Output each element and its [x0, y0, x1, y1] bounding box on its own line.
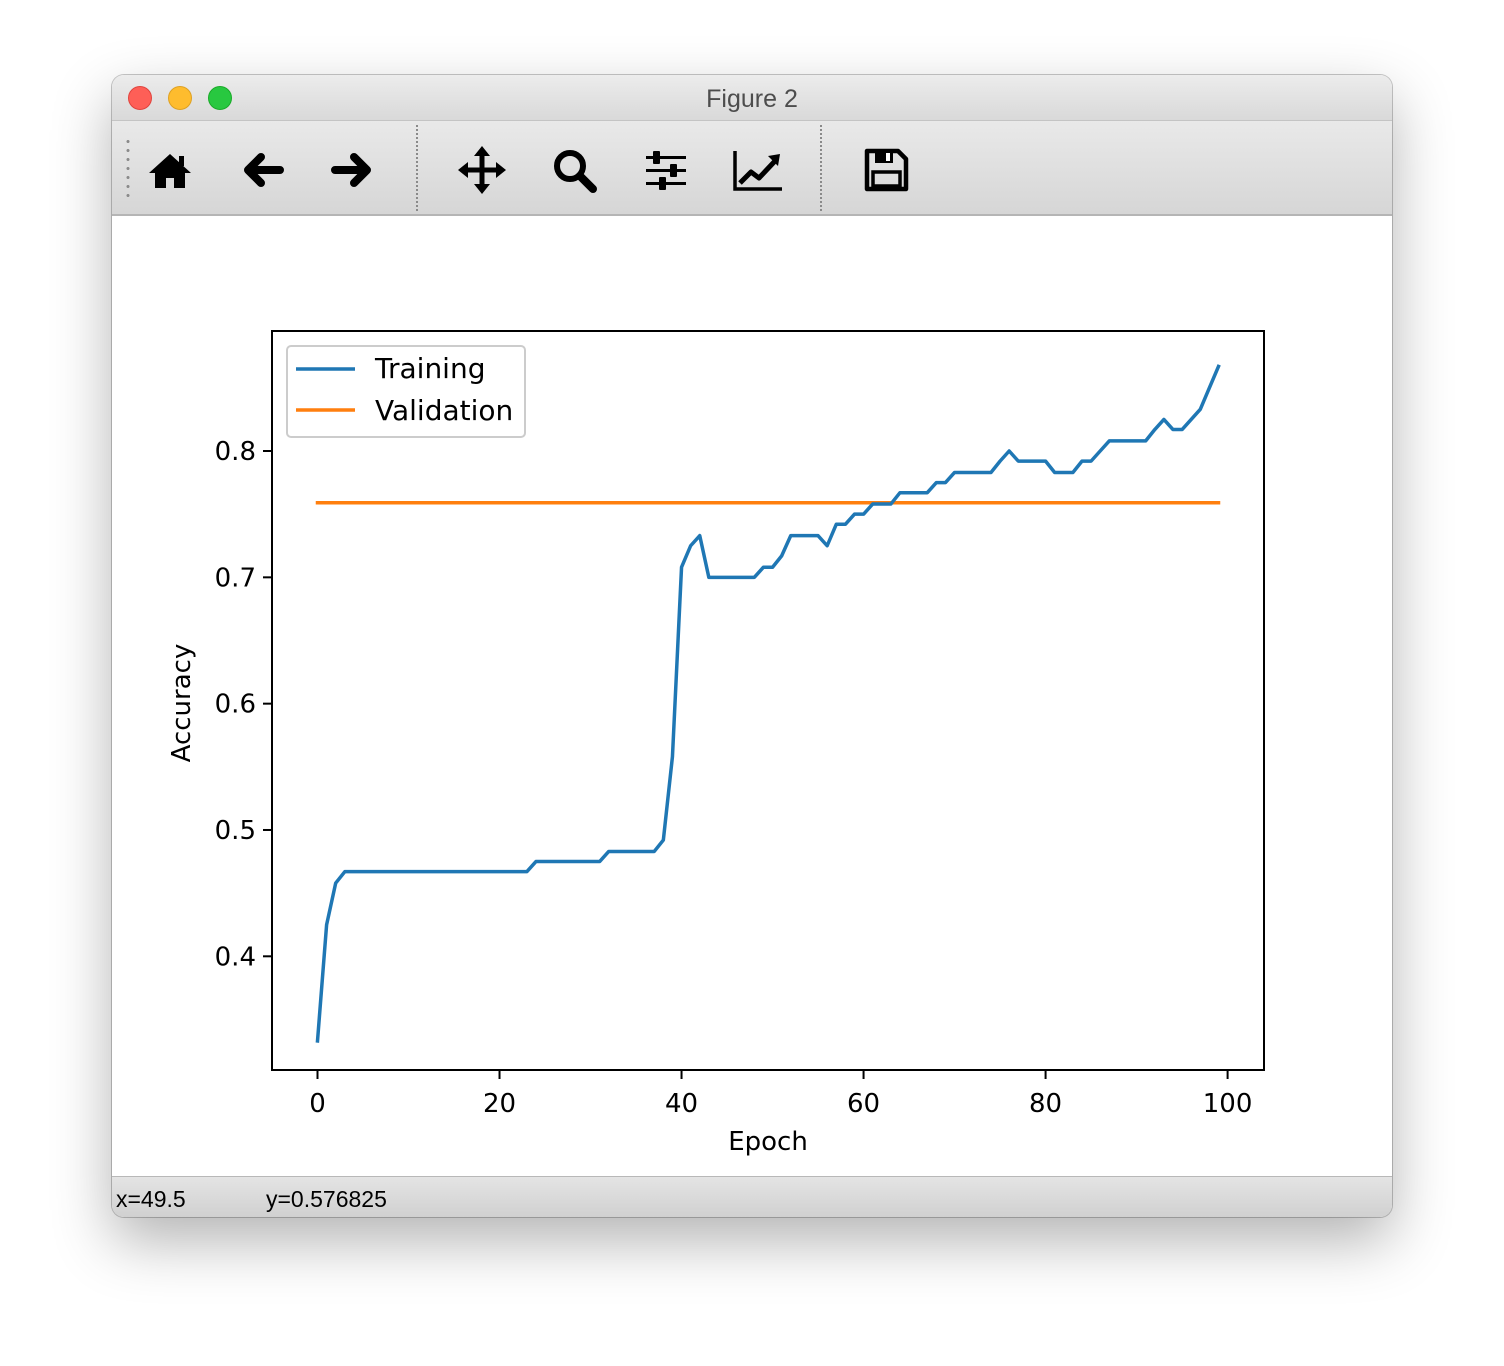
toolbar-separator: [416, 125, 418, 211]
arrow-right-icon: [331, 153, 371, 187]
axes-frame: [271, 330, 1265, 1071]
edit-axes-button[interactable]: [733, 145, 783, 195]
x-axis-label: Epoch: [728, 1127, 808, 1157]
x-tick-label: 0: [309, 1089, 326, 1119]
y-tick-label: 0.6: [215, 690, 256, 720]
home-icon: [149, 154, 191, 188]
forward-button[interactable]: [328, 145, 378, 195]
floppy-disk-icon: [864, 148, 909, 192]
sliders-icon: [646, 151, 686, 190]
x-tick-label: 20: [483, 1089, 516, 1119]
magnifier-icon: [554, 150, 597, 193]
navigation-toolbar: [112, 121, 1392, 216]
move-icon: [458, 146, 506, 194]
y-tick-label: 0.4: [215, 942, 256, 972]
training-series-line: [315, 364, 1221, 1043]
x-tick-label: 100: [1203, 1089, 1253, 1119]
toolbar-separator: [820, 125, 822, 211]
zoom-window-button[interactable]: [208, 86, 232, 110]
home-button[interactable]: [145, 145, 195, 195]
cursor-y-readout: y=0.576825: [266, 1186, 387, 1212]
figure-canvas[interactable]: 0.4 0.5 0.6 0.7 0.8 0 20 40 60 80 100 Epoch Accur…: [112, 216, 1392, 1176]
arrow-left-icon: [244, 153, 284, 187]
save-button[interactable]: [861, 145, 911, 195]
x-tick-label: 80: [1029, 1089, 1062, 1119]
toolbar-grip[interactable]: [126, 137, 130, 201]
window-title: Figure 2: [706, 85, 798, 113]
chart-line-icon: [733, 151, 782, 191]
zoom-button[interactable]: [549, 145, 599, 195]
x-tick-label: 60: [847, 1089, 880, 1119]
legend[interactable]: Training Validation: [286, 345, 526, 438]
close-window-button[interactable]: [128, 86, 152, 110]
legend-label-training: Training: [374, 352, 485, 385]
title-bar[interactable]: Figure 2: [112, 75, 1392, 121]
back-button[interactable]: [237, 145, 287, 195]
figure-window: Figure 2: [112, 75, 1392, 1217]
legend-label-validation: Validation: [375, 394, 513, 427]
status-bar: x=49.5 y=0.576825: [112, 1176, 1392, 1217]
y-tick-label: 0.8: [215, 437, 256, 467]
configure-subplots-button[interactable]: [641, 145, 691, 195]
pan-button[interactable]: [457, 145, 507, 195]
cursor-x-readout: x=49.5: [116, 1186, 186, 1212]
y-tick-label: 0.5: [215, 816, 256, 846]
y-tick-label: 0.7: [215, 563, 256, 593]
y-axis-label: Accuracy: [167, 644, 197, 763]
accuracy-chart[interactable]: 0.4 0.5 0.6 0.7 0.8 0 20 40 60 80 100 Epoch Accur…: [112, 216, 1392, 1176]
x-tick-label: 40: [665, 1089, 698, 1119]
minimize-window-button[interactable]: [168, 86, 192, 110]
